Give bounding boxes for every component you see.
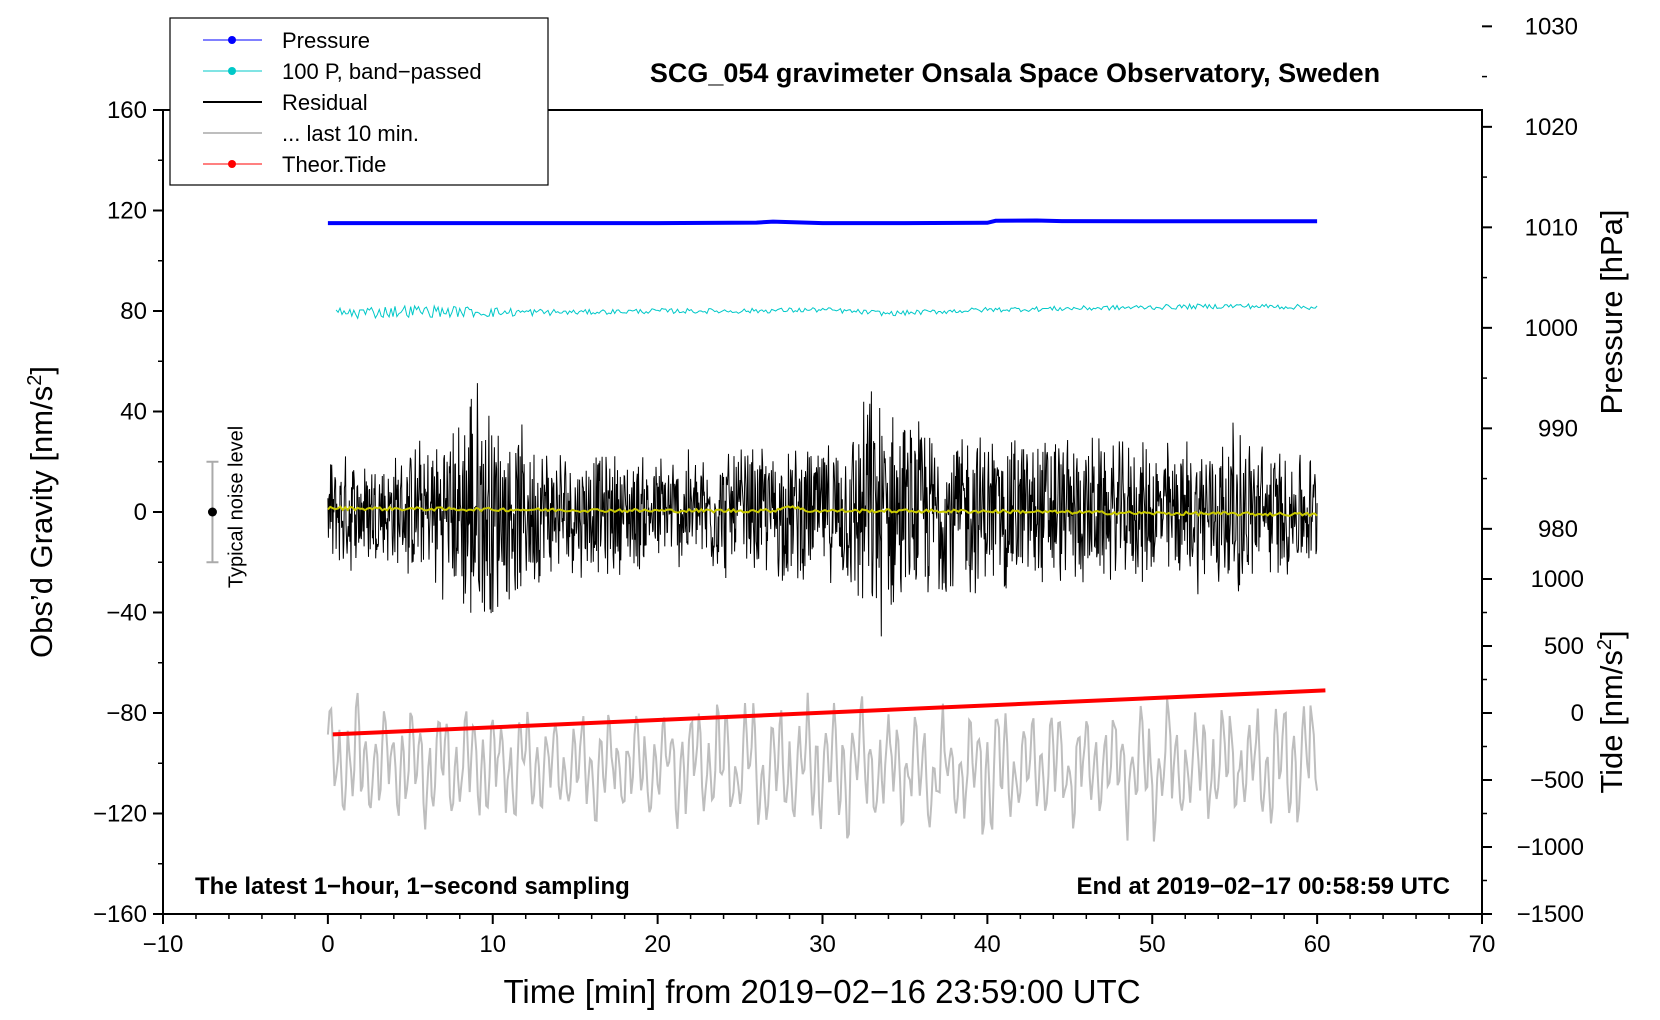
pressure-tick-label: 1010 [1525, 214, 1578, 241]
y-tick-label: −80 [106, 700, 147, 727]
x-tick-label: 10 [479, 931, 506, 958]
y-tick-label: 160 [107, 97, 147, 124]
x-axis: −10 0 10 20 30 40 50 60 70 [143, 914, 1496, 958]
series-residual-mean [327, 505, 1318, 518]
y-tick-label: −40 [106, 600, 147, 627]
pressure-tick-label: 1020 [1525, 114, 1578, 141]
legend: Pressure 100 P, band−passed Residual ... la… [169, 17, 549, 186]
y-axis-left: −160 −120 −80 −40 0 40 80 120 160 [93, 97, 163, 928]
pressure-tick-label: 980 [1538, 516, 1578, 543]
x-tick-label: 30 [809, 931, 836, 958]
legend-marker [228, 36, 236, 44]
annotation-sampling: The latest 1−hour, 1−second sampling [195, 873, 630, 900]
series-pressure [327, 218, 1318, 226]
y-axis-tide: −1500 −1000 −500 0 500 1000 [1482, 566, 1584, 928]
tide-tick-label: −500 [1530, 767, 1584, 794]
tide-tick-label: 500 [1544, 633, 1584, 660]
tide-tick-label: −1000 [1517, 834, 1584, 861]
y-axis-left-label: Obs’d Gravity [nm/s2] [24, 366, 59, 658]
legend-label: Pressure [282, 28, 370, 53]
y-tick-label: −160 [93, 901, 147, 928]
legend-label: Theor.Tide [282, 152, 386, 177]
annotation-end-time: End at 2019−02−17 00:58:59 UTC [1076, 873, 1450, 900]
series-last-10-min [326, 692, 1319, 842]
tide-tick-label: 1000 [1531, 566, 1584, 593]
y-tick-label: 0 [134, 499, 147, 526]
noise-bar [206, 460, 219, 564]
legend-label: Residual [282, 90, 368, 115]
pressure-tick-label: 990 [1538, 415, 1578, 442]
tide-tick-label: −1500 [1517, 901, 1584, 928]
y-axis-pressure-label: Pressure [hPa] [1594, 209, 1629, 414]
y-tick-label: 80 [120, 298, 147, 325]
noise-bar-center-dot [207, 507, 217, 517]
x-tick-label: 0 [321, 931, 334, 958]
series-layer [326, 218, 1326, 842]
x-axis-label: Time [min] from 2019−02−16 23:59:00 UTC [503, 973, 1140, 1010]
tide-tick-label: 0 [1571, 700, 1584, 727]
y-tick-label: 40 [120, 399, 147, 426]
legend-label: 100 P, band−passed [282, 59, 482, 84]
y-tick-label: −120 [93, 801, 147, 828]
x-tick-label: −10 [143, 931, 184, 958]
x-tick-label: 60 [1304, 931, 1331, 958]
series-residual [327, 383, 1318, 637]
chart-title: SCG_054 gravimeter Onsala Space Observat… [650, 58, 1380, 88]
series-pressure-band-passed [335, 302, 1318, 320]
x-tick-label: 20 [644, 931, 671, 958]
legend-label: ... last 10 min. [282, 121, 419, 146]
series-theoretical-tide [332, 688, 1326, 737]
noise-level-label: Typical noise level [225, 426, 247, 588]
x-tick-label: 70 [1469, 931, 1496, 958]
y-tick-label: 120 [107, 198, 147, 225]
x-tick-label: 40 [974, 931, 1001, 958]
x-tick-label: 50 [1139, 931, 1166, 958]
pressure-tick-label: 1030 [1525, 13, 1578, 40]
y-axis-pressure: 980 990 1000 1010 1020 1030 [1482, 13, 1578, 580]
legend-marker [228, 160, 236, 168]
legend-marker [228, 67, 236, 75]
pressure-tick-label: 1000 [1525, 315, 1578, 342]
y-axis-tide-label: Tide [nm/s2] [1594, 630, 1629, 793]
